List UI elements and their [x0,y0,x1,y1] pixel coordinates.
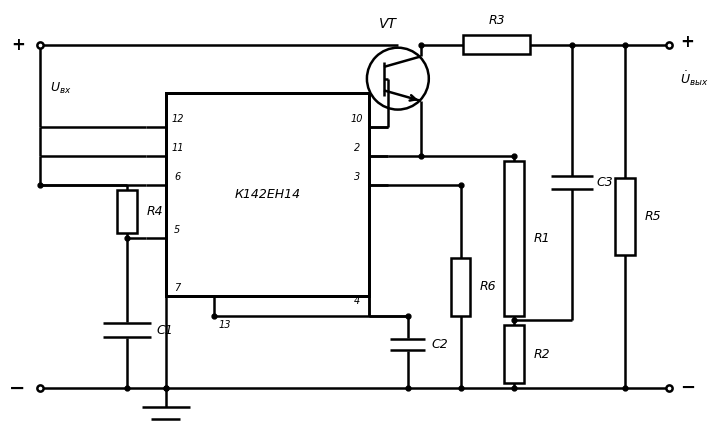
Text: R3: R3 [488,14,505,27]
Text: R5: R5 [645,210,661,223]
Text: 3: 3 [354,172,361,182]
Bar [117,190,137,233]
Text: +: + [680,33,694,51]
Text: 2: 2 [354,143,361,153]
Text: −: − [680,379,695,397]
Text: 13: 13 [219,320,231,330]
Text: VT: VT [379,17,397,30]
Text: 11: 11 [171,143,184,153]
Text: R1: R1 [533,232,550,245]
Text: 10: 10 [351,114,364,124]
Text: 5: 5 [174,226,180,236]
Text: −: − [9,378,26,398]
Text: C3: C3 [596,176,613,189]
Text: $\dot{U}_{вых}$: $\dot{U}_{вых}$ [680,69,709,88]
Text: R4: R4 [146,205,163,218]
Text: 4: 4 [354,296,361,306]
Text: 12: 12 [171,114,184,124]
Bar [504,161,523,316]
Text: C2: C2 [432,338,449,351]
Text: $U_{вх}$: $U_{вх}$ [50,81,71,96]
Text: R2: R2 [533,348,550,361]
Text: 6: 6 [174,172,180,182]
Bar [504,325,523,383]
Bar [463,35,530,54]
Text: 7: 7 [174,284,180,293]
Text: К142ЕН14: К142ЕН14 [234,188,300,201]
Bar [451,257,471,316]
Bar [165,93,369,296]
Text: C1: C1 [156,323,173,337]
Bar [616,178,635,255]
Text: +: + [11,36,26,54]
Text: R6: R6 [480,280,497,293]
